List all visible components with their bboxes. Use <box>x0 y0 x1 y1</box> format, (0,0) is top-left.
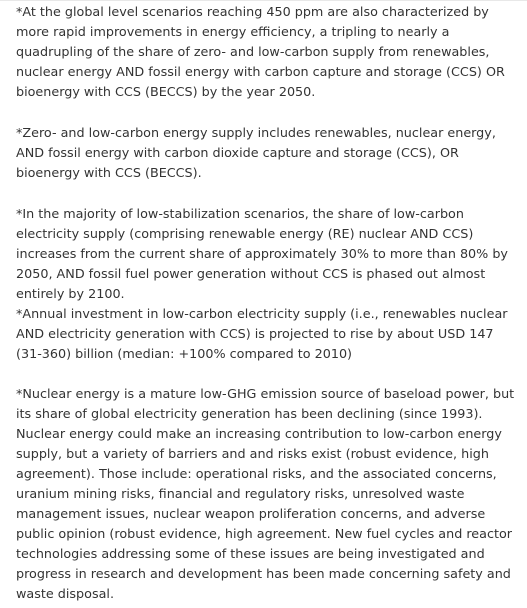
paragraph-zero-low-carbon-definition: *Zero- and low-carbon energy supply incl… <box>16 126 496 181</box>
top-divider <box>0 0 527 1</box>
paragraph-nuclear-energy: *Nuclear energy is a mature low-GHG emis… <box>16 387 515 602</box>
paragraph-annual-investment: *Annual investment in low-carbon electri… <box>16 307 508 362</box>
paragraph-low-stabilization-scenarios: *In the majority of low-stabilization sc… <box>16 207 508 302</box>
paragraph-global-scenarios: *At the global level scenarios reaching … <box>16 5 505 100</box>
